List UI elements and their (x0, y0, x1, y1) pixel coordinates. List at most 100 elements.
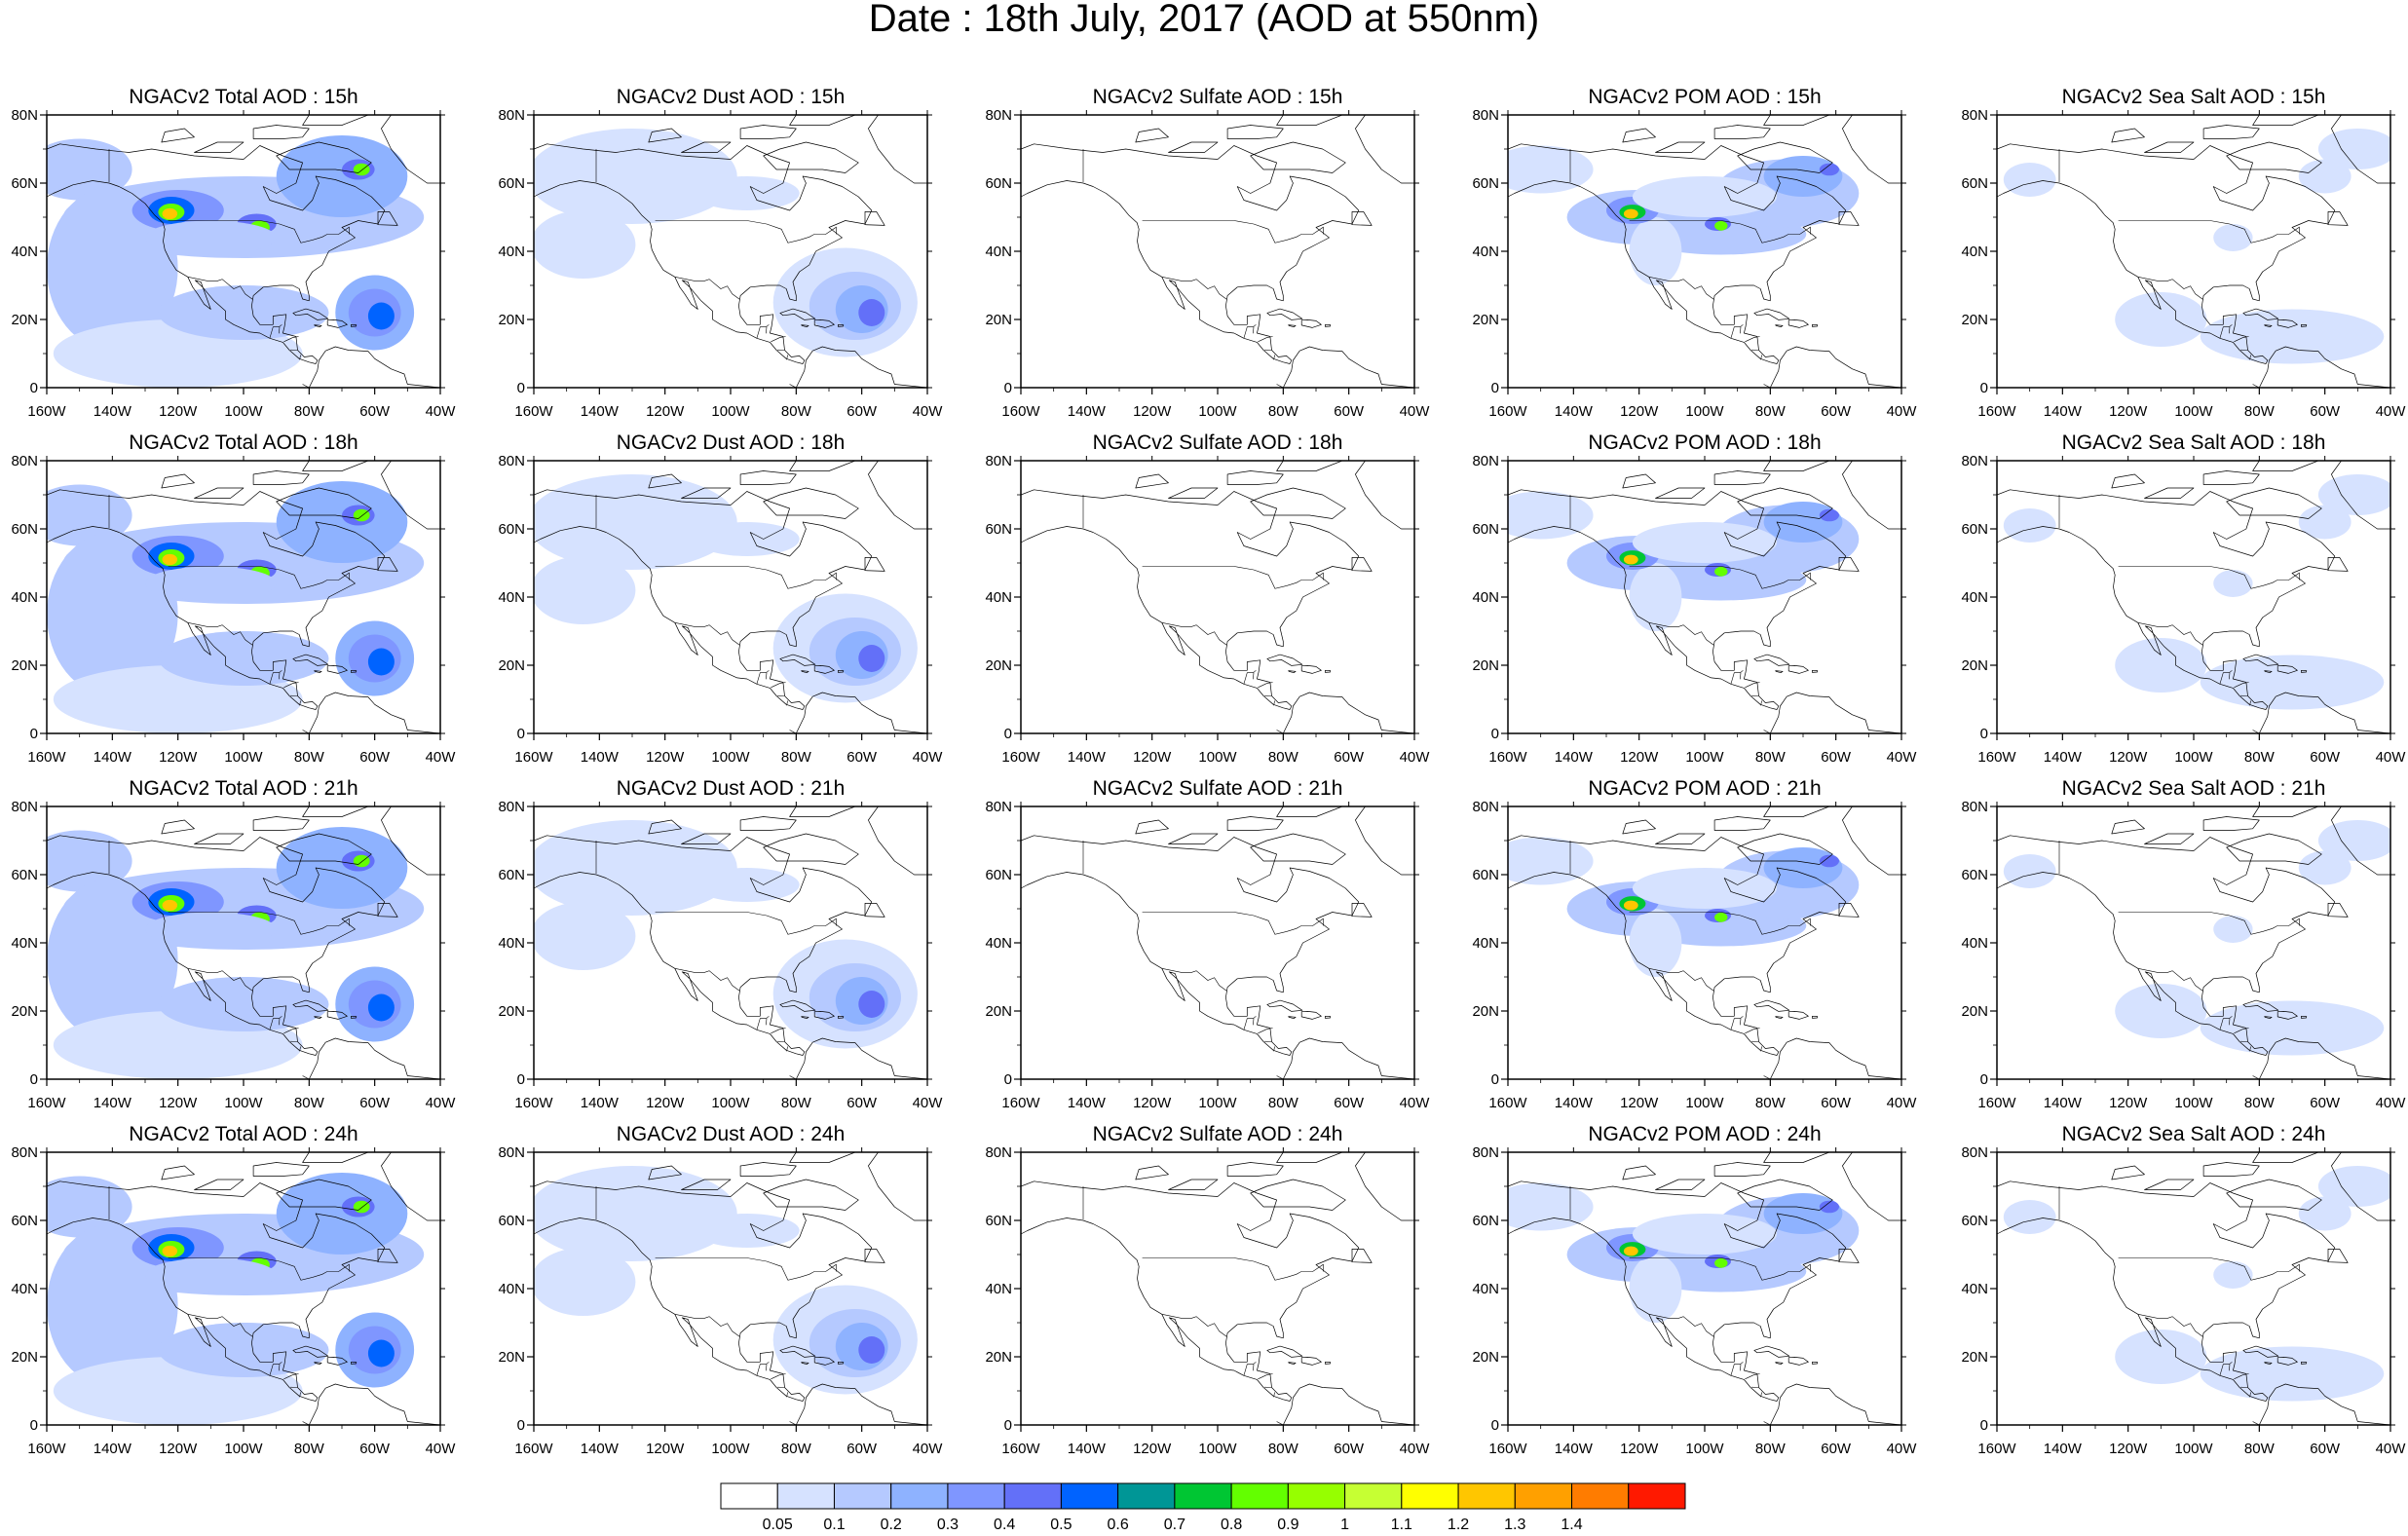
lat-tick-label: 40N (985, 589, 1012, 606)
colorbar-label: 1.2 (1448, 1517, 1469, 1531)
lon-tick-label: 120W (159, 1095, 198, 1111)
lon-tick-label: 40W (1400, 403, 1431, 420)
lat-tick-label: 40N (1472, 589, 1499, 606)
lon-tick-label: 160W (514, 749, 553, 766)
map-panel-sulfate-21h: NGACv2 Sulfate AOD : 21h80N60N40N20N0160… (985, 777, 1430, 1111)
plot-background (1021, 115, 1414, 388)
aod-contour (159, 977, 329, 1031)
lat-tick-label: 20N (11, 1003, 38, 1020)
lat-tick-label: 40N (1472, 935, 1499, 952)
lon-tick-label: 160W (27, 1441, 66, 1457)
lon-tick-label: 80W (1268, 1441, 1299, 1457)
lon-tick-label: 60W (1334, 1095, 1365, 1111)
lat-tick-label: 60N (985, 867, 1012, 883)
aod-contour (2115, 638, 2206, 693)
lon-tick-label: 160W (1488, 1441, 1527, 1457)
lat-tick-label: 20N (1472, 1003, 1499, 1020)
lat-tick-label: 60N (11, 867, 38, 883)
aod-contour (1714, 221, 1727, 231)
lon-tick-label: 100W (711, 749, 750, 766)
lat-tick-label: 60N (985, 175, 1012, 192)
lon-tick-label: 60W (1821, 1441, 1852, 1457)
aod-contour (354, 855, 370, 868)
lat-tick-label: 80N (11, 799, 38, 815)
lat-tick-label: 80N (498, 1144, 525, 1161)
aod-contour (1488, 492, 1594, 540)
lon-tick-label: 100W (1685, 749, 1724, 766)
colorbar-label: 0.3 (937, 1517, 959, 1531)
lon-tick-label: 80W (294, 1095, 325, 1111)
aod-field (27, 806, 440, 1079)
lat-tick-label: 40N (1961, 244, 1988, 260)
lon-tick-label: 60W (847, 403, 878, 420)
lat-tick-label: 60N (1472, 867, 1499, 883)
aod-contour (1633, 868, 1777, 909)
lon-tick-label: 40W (1400, 1095, 1431, 1111)
lat-tick-label: 0 (1004, 1417, 1012, 1434)
lon-tick-label: 160W (514, 1095, 553, 1111)
lat-tick-label: 60N (1961, 867, 1988, 883)
colorbar-label: 0.5 (1050, 1517, 1072, 1531)
aod-field (1488, 1152, 1901, 1425)
lon-tick-label: 100W (1198, 1441, 1237, 1457)
lon-tick-label: 80W (294, 1441, 325, 1457)
aod-contour (163, 554, 177, 565)
panel-title: NGACv2 Dust AOD : 24h (617, 1123, 846, 1145)
lon-tick-label: 160W (1977, 1441, 2016, 1457)
lon-tick-label: 60W (847, 1441, 878, 1457)
lat-tick-label: 40N (1961, 935, 1988, 952)
aod-contour (2115, 984, 2206, 1038)
aod-contour (1624, 1247, 1638, 1256)
panel-title: NGACv2 Sea Salt AOD : 24h (2062, 1123, 2326, 1145)
lat-tick-label: 0 (30, 1417, 38, 1434)
lon-tick-label: 60W (1821, 1095, 1852, 1111)
colorbar-swatch (1402, 1483, 1458, 1509)
lon-tick-label: 120W (646, 1441, 685, 1457)
lon-tick-label: 160W (514, 1441, 553, 1457)
lat-tick-label: 40N (11, 1281, 38, 1297)
lon-tick-label: 100W (2174, 1441, 2213, 1457)
lat-tick-label: 80N (1961, 1144, 1988, 1161)
panel-title: NGACv2 Total AOD : 24h (129, 1123, 357, 1145)
aod-contour (1630, 217, 1682, 285)
lat-tick-label: 0 (1491, 1417, 1499, 1434)
lon-tick-label: 100W (224, 1441, 263, 1457)
lon-tick-label: 160W (1001, 1441, 1040, 1457)
aod-field (527, 806, 927, 1079)
lat-tick-label: 0 (1004, 380, 1012, 396)
lon-tick-label: 140W (1068, 403, 1107, 420)
lat-tick-label: 60N (1961, 521, 1988, 538)
lon-tick-label: 120W (1133, 749, 1172, 766)
lon-tick-label: 80W (781, 1095, 812, 1111)
lon-tick-label: 60W (1334, 1441, 1365, 1457)
aod-contour (2318, 474, 2397, 515)
lat-tick-label: 0 (1980, 380, 1988, 396)
lat-tick-label: 80N (498, 107, 525, 124)
lat-tick-label: 40N (1472, 244, 1499, 260)
colorbar-label: 0.1 (823, 1517, 845, 1531)
lat-tick-label: 60N (985, 521, 1012, 538)
lat-tick-label: 0 (30, 726, 38, 742)
panel-title: NGACv2 POM AOD : 18h (1588, 431, 1821, 454)
aod-contour (2318, 820, 2397, 861)
colorbar-swatch (1515, 1483, 1571, 1509)
colorbar-label: 0.4 (994, 1517, 1015, 1531)
map-panel-seasalt-21h: NGACv2 Sea Salt AOD : 21h80N60N40N20N016… (1961, 777, 2406, 1111)
lat-tick-label: 80N (1961, 453, 1988, 469)
lat-tick-label: 20N (498, 312, 525, 328)
lon-tick-label: 40W (2376, 403, 2407, 420)
lon-tick-label: 40W (426, 1441, 457, 1457)
aod-contour (163, 1246, 177, 1256)
lon-tick-label: 120W (159, 1441, 198, 1457)
aod-field (1488, 461, 1901, 733)
aod-contour (159, 631, 329, 686)
lon-tick-label: 40W (426, 403, 457, 420)
lon-tick-label: 120W (159, 403, 198, 420)
lat-tick-label: 0 (517, 380, 525, 396)
lon-tick-label: 140W (1068, 1095, 1107, 1111)
aod-contour (1714, 567, 1727, 577)
lon-tick-label: 80W (1755, 749, 1787, 766)
